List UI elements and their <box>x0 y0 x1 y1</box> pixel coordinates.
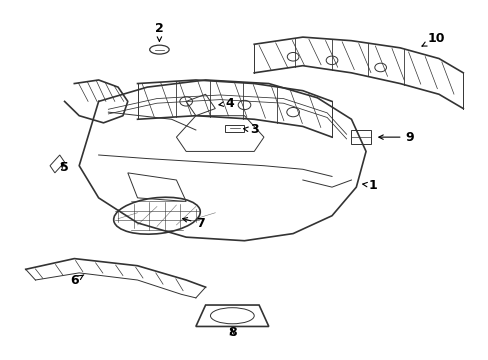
Text: 4: 4 <box>219 97 234 110</box>
Text: 10: 10 <box>421 32 445 46</box>
Text: 6: 6 <box>70 274 83 287</box>
Text: 1: 1 <box>362 179 377 192</box>
Text: 2: 2 <box>155 22 163 41</box>
Text: 8: 8 <box>227 327 236 339</box>
Text: 5: 5 <box>60 161 69 174</box>
Text: 3: 3 <box>243 123 258 136</box>
Text: 9: 9 <box>378 131 413 144</box>
Text: 7: 7 <box>183 217 204 230</box>
